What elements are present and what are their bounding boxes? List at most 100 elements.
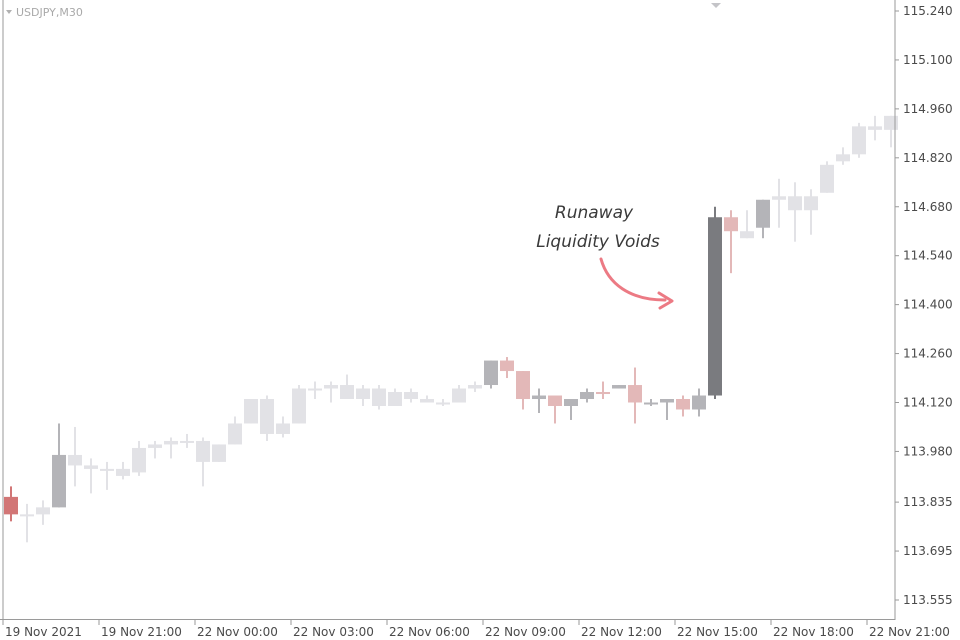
candle [228, 416, 242, 445]
y-tick-label: 114.540 [903, 249, 953, 263]
candle [100, 461, 114, 490]
candle [292, 385, 306, 424]
candle [404, 388, 418, 403]
x-tick-label: 22 Nov 09:00 [485, 625, 566, 639]
candle [500, 357, 514, 379]
y-tick-label: 113.695 [903, 544, 953, 558]
candle [20, 503, 34, 543]
candle-body [692, 395, 706, 410]
candle-body [644, 402, 658, 405]
candle [308, 381, 322, 400]
candle [180, 433, 194, 448]
y-tick-label: 113.835 [903, 495, 953, 509]
candle-body [100, 468, 114, 471]
candle-body [372, 388, 386, 406]
candle-body [148, 444, 162, 448]
candle [84, 458, 98, 494]
candle-body [868, 126, 882, 130]
candle-body [308, 388, 322, 391]
candle [820, 161, 834, 193]
candle-body [164, 440, 178, 445]
x-tick-label: 22 Nov 12:00 [581, 625, 662, 639]
candle-body [820, 164, 834, 193]
candle [532, 388, 546, 413]
candle-body [564, 399, 578, 406]
candle-body [356, 388, 370, 400]
candle-body [708, 217, 722, 396]
candle-body [788, 196, 802, 211]
candle-body [628, 385, 642, 403]
candle [148, 440, 162, 459]
y-tick-label: 115.100 [903, 53, 953, 67]
candle-body [452, 388, 466, 403]
dropdown-triangle-icon[interactable] [6, 10, 12, 14]
y-tick-label: 115.240 [903, 4, 953, 18]
candle [388, 388, 402, 406]
candle-body [500, 360, 514, 372]
candle [356, 385, 370, 406]
x-tick-label: 22 Nov 21:00 [869, 625, 950, 639]
candle-body [212, 444, 226, 462]
candle-body [196, 440, 210, 462]
candle-body [612, 385, 626, 389]
candle [340, 374, 354, 400]
candle-body [340, 385, 354, 400]
candle [740, 210, 754, 239]
y-tick-label: 114.960 [903, 102, 953, 116]
candle-body [116, 468, 130, 476]
x-axis-ticks: 19 Nov 2021 19 Nov 21:00 22 Nov 00:00 22 No… [2, 620, 950, 639]
candle [676, 395, 690, 417]
x-tick-label: 22 Nov 00:00 [197, 625, 278, 639]
candle [244, 399, 258, 424]
candle [580, 388, 594, 403]
candle-body [292, 388, 306, 424]
candle [132, 440, 146, 476]
candle [372, 385, 386, 410]
candle [804, 189, 818, 235]
candle [116, 461, 130, 480]
candle-body [276, 423, 290, 434]
candle [276, 416, 290, 438]
candle-body [324, 385, 338, 389]
candle [596, 381, 610, 400]
candle [628, 367, 642, 424]
candle-body [740, 231, 754, 239]
candle-body [244, 399, 258, 424]
candle-body [228, 423, 242, 445]
x-tick-label: 19 Nov 21:00 [101, 625, 182, 639]
candle [660, 399, 674, 420]
candle [756, 199, 770, 239]
candle [164, 437, 178, 459]
candle-body [676, 399, 690, 410]
candle [852, 122, 866, 158]
candle-body [404, 392, 418, 400]
candle-body [804, 196, 818, 211]
scroll-marker-icon[interactable] [711, 3, 721, 8]
y-axis-ticks: 115.240 115.100 114.960 114.820 114.680 114.5… [895, 4, 953, 607]
candle [564, 399, 578, 420]
y-tick-label: 114.120 [903, 396, 953, 410]
symbol-header[interactable]: USDJPY,M30 [6, 6, 83, 19]
candle [196, 437, 210, 487]
candle-body [20, 514, 34, 517]
annotation-line-1: Runaway [555, 203, 634, 223]
candle-body [260, 399, 274, 434]
symbol-label: USDJPY,M30 [16, 6, 83, 19]
candle-body [756, 199, 770, 228]
candle-body [596, 392, 610, 395]
annotation-line-2: Liquidity Voids [536, 232, 660, 252]
axes-layer [0, 0, 896, 620]
candle [724, 210, 738, 274]
annotation-arrow-shaft [599, 257, 667, 302]
candle-body [180, 440, 194, 443]
candle [68, 426, 82, 487]
x-tick-label: 19 Nov 2021 [5, 625, 82, 639]
x-tick-label: 22 Nov 15:00 [677, 625, 758, 639]
x-tick-label: 22 Nov 03:00 [293, 625, 374, 639]
x-tick-label: 22 Nov 18:00 [773, 625, 854, 639]
candle-body [580, 392, 594, 400]
candle-body [68, 454, 82, 466]
candle [644, 399, 658, 406]
